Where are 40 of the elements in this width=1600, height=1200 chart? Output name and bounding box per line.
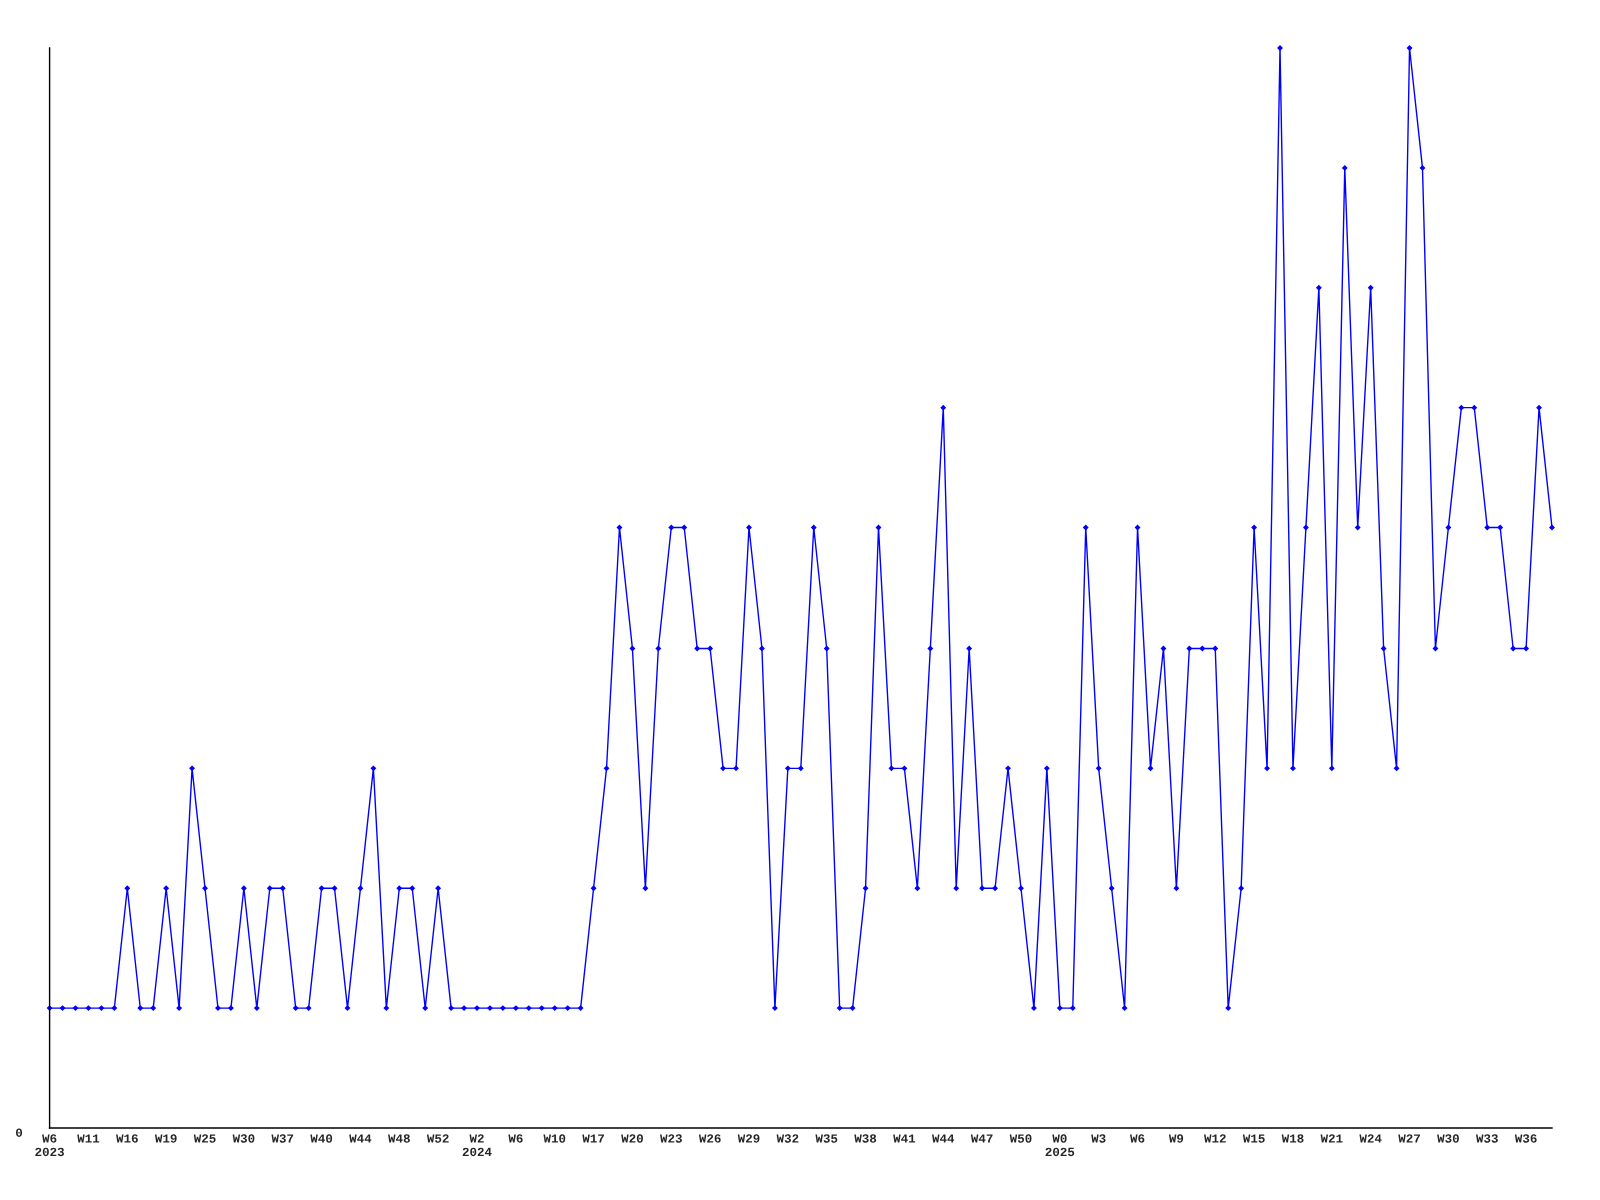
x-tick-label: W26	[698, 1134, 721, 1143]
x-tick-label: W52	[426, 1134, 449, 1143]
x-tick-label: W33	[1475, 1134, 1498, 1143]
x-tick-label: W44	[349, 1134, 372, 1143]
x-tick-label: W23	[660, 1134, 682, 1143]
x-tick-label: W40	[310, 1134, 333, 1143]
x-tick-label: W35	[815, 1134, 838, 1143]
x-tick-label: W16	[116, 1134, 138, 1143]
x-tick-label: W9	[1168, 1134, 1184, 1143]
x-tick-label: W11	[77, 1134, 100, 1143]
x-tick-label: W18	[1281, 1134, 1304, 1143]
x-tick-label: W30	[232, 1134, 255, 1143]
x-tick-label: W12	[1204, 1134, 1226, 1143]
x-tick-label: W20	[621, 1134, 643, 1143]
x-tick-label: W17	[582, 1134, 604, 1143]
x-tick-label: W48	[388, 1134, 410, 1143]
x-tick-label: W37	[271, 1134, 294, 1143]
x-tick-label: W10	[543, 1134, 566, 1143]
x-tick-label: W3	[1091, 1134, 1106, 1143]
x-tick-label: W15	[1242, 1134, 1265, 1143]
x-tick-label: W2 2024	[462, 1134, 492, 1157]
x-tick-label: W32	[776, 1134, 799, 1143]
x-tick-label: W41	[893, 1134, 916, 1143]
x-tick-label: W6 2023	[35, 1134, 64, 1157]
x-tick-label: W6	[1130, 1134, 1145, 1143]
x-tick-label: W27	[1398, 1134, 1420, 1143]
x-tick-label: W21	[1320, 1134, 1343, 1143]
x-tick-label: W6	[508, 1134, 523, 1143]
x-tick-label: W30	[1437, 1134, 1459, 1143]
text: 0	[16, 1128, 23, 1137]
x-tick-label: W19	[154, 1134, 177, 1143]
x-tick-label: W47	[970, 1134, 993, 1143]
x-tick-label: W44	[932, 1134, 955, 1143]
x-tick-label: W0 2025	[1045, 1134, 1075, 1157]
x-tick-label: W38	[854, 1134, 877, 1143]
x-tick-label: W24	[1359, 1134, 1382, 1143]
x-tick-label: W29	[737, 1134, 760, 1143]
x-tick-label: W50	[1009, 1134, 1032, 1143]
x-tick-label: W25	[193, 1134, 216, 1143]
x-tick-label: W36	[1514, 1134, 1537, 1143]
